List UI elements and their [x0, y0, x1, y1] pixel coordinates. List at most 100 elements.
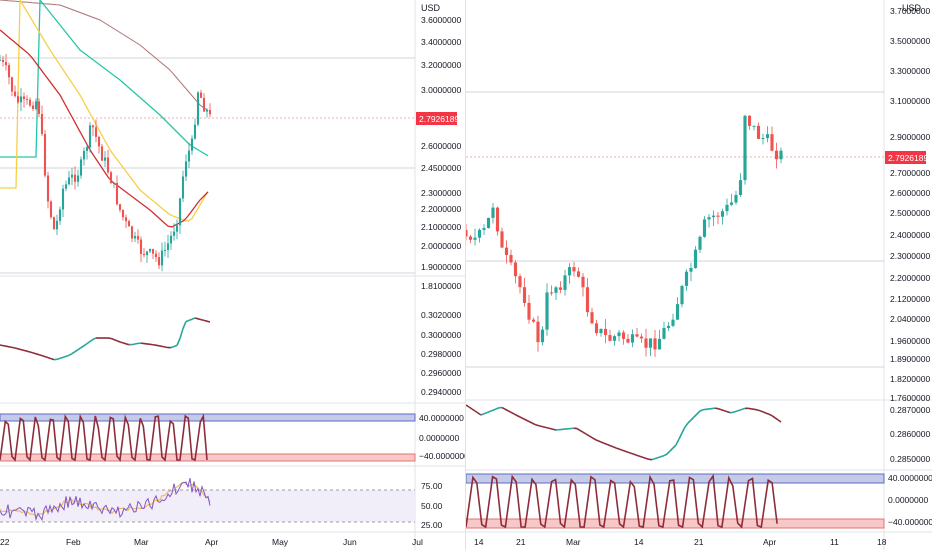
indicator-segment	[687, 419, 692, 424]
indicator-segment	[675, 438, 680, 446]
indicator-line-right	[466, 404, 782, 461]
indicator-segment	[206, 320, 211, 323]
indicator-segment	[47, 356, 52, 360]
chart-canvas-left[interactable]: USD 3.6000000 3.4000000 3.2000000 3.0000000…	[0, 0, 465, 550]
candle-body	[61, 188, 65, 210]
scale-tick: 2.7000000	[890, 168, 930, 178]
indicator-segment	[732, 410, 737, 414]
indicator-segment	[89, 338, 94, 343]
candle-body	[545, 292, 549, 330]
candle-body	[504, 247, 509, 256]
indicator-segment	[26, 350, 31, 353]
scale-tick: 2.3000000	[890, 251, 930, 261]
indicator-segment	[483, 411, 488, 415]
indicator-segment	[651, 457, 656, 461]
scale-tick: 2.4000000	[890, 230, 930, 240]
indicator-segment	[471, 408, 476, 412]
candle-body	[25, 99, 29, 101]
scale-tick: 3.6000000	[421, 15, 461, 25]
scale-tick: 3.5000000	[890, 36, 930, 46]
indicator-segment	[534, 423, 539, 427]
time-tick: Mar	[134, 537, 149, 547]
indicator-segment	[477, 412, 482, 416]
chart-canvas-right[interactable]: USD 3.7000000 3.5000000 3.3000000 3.1000000…	[466, 0, 932, 550]
indicator-segment	[615, 447, 620, 450]
rsi-band	[0, 490, 415, 522]
indicator-segment	[759, 410, 764, 413]
scale-tick: 1.8100000	[421, 281, 461, 291]
scale-tick: 3.1000000	[890, 96, 930, 106]
candle-body	[1, 59, 5, 62]
candles-left	[0, 54, 212, 272]
candle-body	[88, 125, 92, 148]
candle-body	[103, 157, 107, 161]
indicator-segment	[0, 344, 4, 347]
scale-tick: 1.8200000	[890, 374, 930, 384]
currency-label: USD	[902, 3, 922, 13]
candle-body	[115, 182, 119, 205]
price-scale-left[interactable]: 3.6000000 3.4000000 3.2000000 3.0000000 2.60…	[421, 15, 461, 291]
candle-body	[486, 217, 491, 229]
indicator-segment	[636, 454, 641, 458]
candle-body	[91, 125, 95, 128]
indicator-segment	[83, 342, 88, 347]
indicator-segment	[735, 409, 740, 413]
last-price-label: 2.7926189	[419, 114, 459, 124]
indicator-segment	[540, 425, 545, 428]
indicator-segment	[624, 450, 629, 453]
price-label-badge	[416, 112, 457, 125]
ma-20-line	[0, 29, 209, 228]
candle-body	[558, 287, 563, 290]
time-tick: Apr	[205, 537, 218, 547]
indicator-segment	[657, 455, 662, 459]
indicator-segment	[774, 417, 779, 421]
candle-body	[190, 138, 194, 151]
candle-body	[193, 124, 197, 139]
indicator-segment	[720, 408, 725, 412]
indicator-segment	[194, 317, 199, 320]
indicator-segment	[633, 453, 638, 457]
chart-pane-right[interactable]: USD 3.7000000 3.5000000 3.3000000 3.1000000…	[465, 0, 932, 550]
candle-body	[468, 236, 473, 240]
scale-tick: 0.2870000	[890, 405, 930, 415]
indicator-segment	[35, 353, 40, 356]
candle-body	[67, 177, 71, 185]
time-tick: 18	[877, 537, 887, 547]
scale-tick: 1.9600000	[890, 336, 930, 346]
indicator-segment	[654, 456, 659, 460]
indicator-segment	[537, 424, 542, 428]
price-scale-right[interactable]: 3.7000000 3.5000000 3.3000000 3.1000000 2.90…	[890, 6, 930, 403]
indicator-segment	[642, 456, 647, 460]
candle-body	[567, 267, 572, 276]
candles-right	[466, 114, 783, 357]
candle-body	[79, 159, 83, 176]
chart-pane-left[interactable]: USD 3.6000000 3.4000000 3.2000000 3.0000000…	[0, 0, 465, 550]
candle-body	[37, 101, 41, 114]
candle-body	[139, 239, 143, 254]
candle-body	[85, 147, 89, 151]
time-tick: Apr	[763, 537, 776, 547]
candle-body	[4, 61, 8, 66]
candle-body	[756, 125, 761, 139]
candle-body	[0, 59, 2, 61]
indicator-segment	[41, 354, 46, 358]
candle-body	[639, 336, 644, 339]
scale-tick: 2.2000000	[890, 273, 930, 283]
indicator-segment	[768, 413, 773, 417]
time-scale-right[interactable]: 14 21 Mar 14 21 Apr 11 18	[474, 537, 887, 547]
candle-body	[482, 228, 486, 230]
candle-body	[40, 113, 44, 134]
candle-body	[10, 77, 14, 92]
time-tick: 11	[830, 537, 839, 547]
indicator-segment	[645, 457, 650, 461]
scale-tick: 0.2850000	[890, 454, 930, 464]
candle-body	[166, 243, 170, 250]
time-scale-left[interactable]: 22 Feb Mar Apr May Jun Jul	[0, 537, 423, 547]
indicator-segment	[594, 438, 599, 442]
indicator-segment	[203, 319, 208, 322]
indicator-segment	[600, 441, 605, 444]
candle-body	[684, 271, 689, 286]
candle-body	[22, 96, 26, 100]
candle-body	[178, 198, 182, 226]
candle-body	[130, 226, 134, 239]
